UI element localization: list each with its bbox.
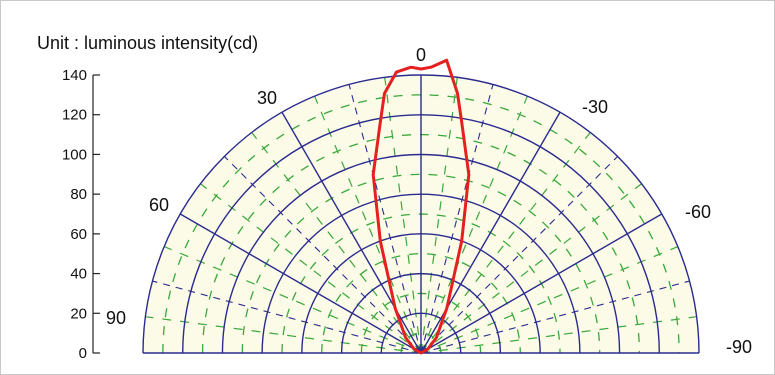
- radial-tick-label: 0: [79, 345, 87, 362]
- radial-tick-label: 40: [70, 266, 87, 283]
- radial-tick-label: 120: [62, 107, 87, 124]
- radial-tick-label: 20: [70, 305, 87, 322]
- angle-tick-label: -90: [726, 337, 752, 357]
- angle-tick-label: 0: [416, 45, 426, 65]
- grid-arc-minor: [241, 173, 601, 354]
- intensity-curve: [371, 58, 471, 355]
- chart-title: Unit : luminous intensity(cd): [37, 33, 258, 53]
- angle-tick-label: 60: [149, 195, 169, 215]
- grid-ray: [179, 213, 422, 354]
- angle-tick-label: -60: [685, 202, 711, 222]
- angle-tick-label: 90: [106, 308, 126, 328]
- grid-arc-minor: [162, 94, 680, 354]
- radial-tick-label: 140: [62, 67, 87, 84]
- radial-tick-label: 80: [70, 186, 87, 203]
- radial-tick-label: 60: [70, 226, 87, 243]
- angle-tick-label: 30: [257, 88, 277, 108]
- radial-tick-label: 100: [62, 146, 87, 163]
- grid-ray: [420, 213, 663, 354]
- angle-tick-label: -30: [582, 97, 608, 117]
